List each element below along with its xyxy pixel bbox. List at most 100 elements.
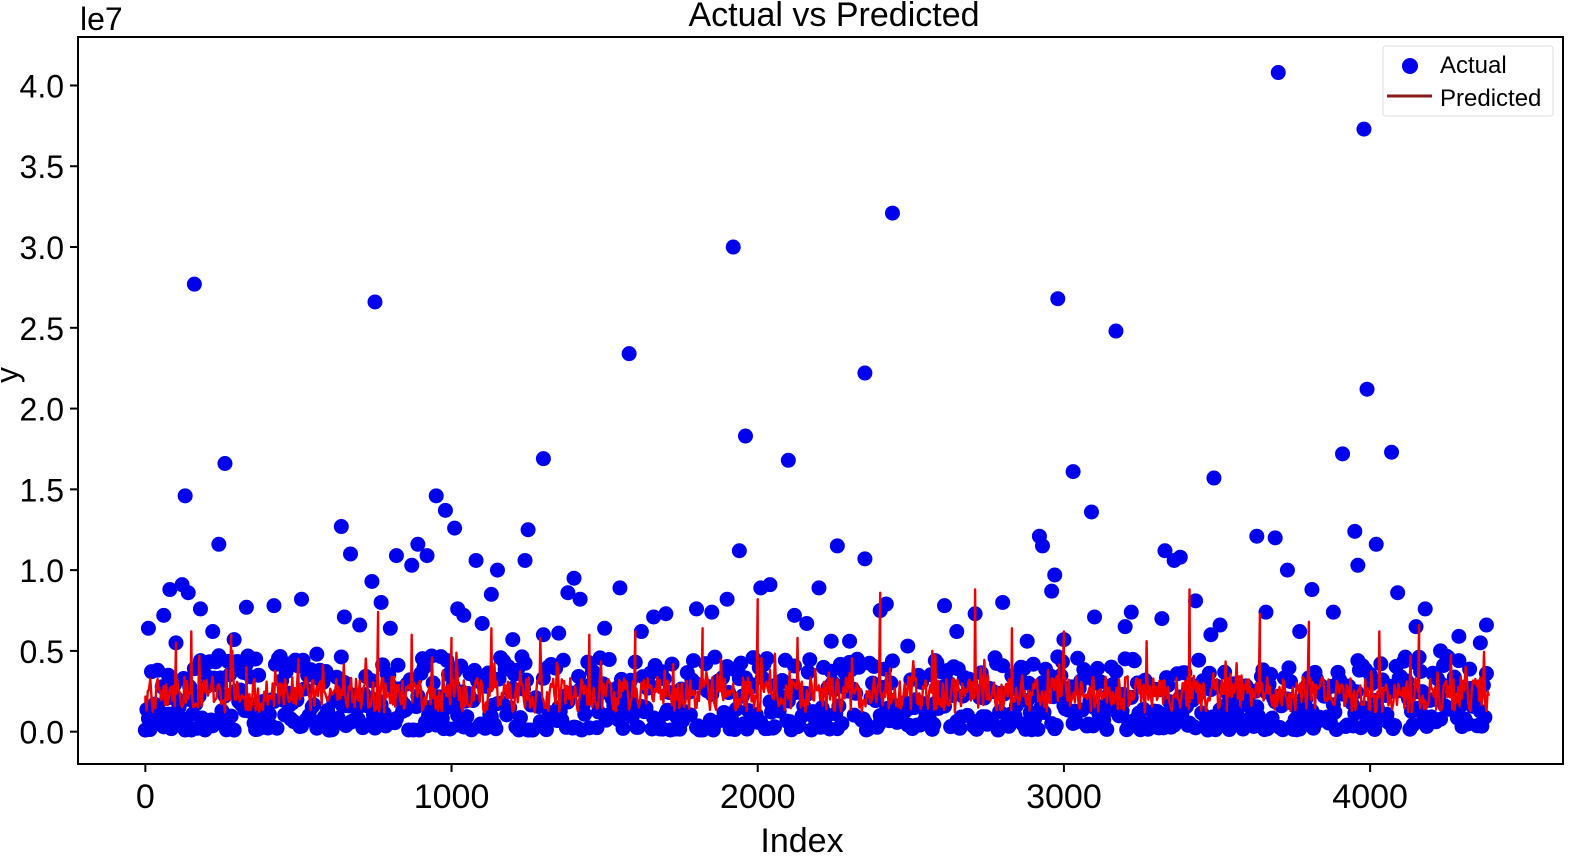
actual-point	[468, 552, 484, 568]
actual-point	[1083, 504, 1099, 520]
actual-point	[1065, 464, 1081, 480]
actual-point	[192, 601, 208, 617]
y-tick-label: 1.0	[20, 553, 64, 589]
actual-point	[682, 707, 698, 723]
actual-point	[759, 651, 775, 667]
axes-frame	[77, 36, 1564, 765]
actual-point	[352, 617, 368, 633]
actual-point	[281, 656, 297, 672]
actual-point	[601, 652, 617, 668]
legend-predicted-label: Predicted	[1440, 85, 1541, 112]
y-axis-multiplier: le7	[80, 1, 123, 37]
actual-point	[517, 552, 533, 568]
x-tick-label: 1000	[414, 778, 490, 816]
actual-point	[884, 653, 900, 669]
actual-point	[704, 604, 720, 620]
actual-point	[1263, 666, 1279, 682]
actual-point	[1108, 323, 1124, 339]
actual-point	[842, 633, 858, 649]
actual-point	[937, 598, 953, 614]
actual-point	[266, 598, 282, 614]
actual-point	[180, 585, 196, 601]
actual-point	[664, 656, 680, 672]
actual-point	[823, 633, 839, 649]
actual-point	[1417, 601, 1433, 617]
actual-point	[1188, 720, 1204, 736]
actual-point	[1172, 549, 1188, 565]
actual-point	[505, 632, 521, 648]
actual-point	[1212, 617, 1228, 633]
actual-point	[1477, 709, 1493, 725]
actual-point	[217, 456, 233, 472]
actual-point	[1451, 628, 1467, 644]
actual-point	[535, 451, 551, 467]
actual-point	[248, 651, 264, 667]
actual-point	[1157, 543, 1173, 559]
actual-point	[802, 652, 818, 668]
actual-point	[811, 580, 827, 596]
actual-point	[1030, 721, 1046, 737]
actual-point	[1478, 617, 1494, 633]
actual-point	[571, 668, 587, 684]
predicted-line	[144, 588, 1491, 714]
actual-point	[1347, 523, 1363, 539]
y-tick-label: 0.5	[20, 634, 64, 670]
actual-point	[1123, 604, 1139, 620]
actual-point	[926, 717, 942, 733]
actual-point	[294, 591, 310, 607]
actual-point	[535, 627, 551, 643]
actual-point	[1070, 650, 1086, 666]
x-tick-label: 0	[136, 778, 155, 816]
actual-point	[1099, 721, 1115, 737]
actual-point	[1087, 609, 1103, 625]
actual-point	[1188, 593, 1204, 609]
actual-point	[333, 519, 349, 535]
actual-point	[658, 606, 674, 622]
chart-title: Actual vs Predicted	[688, 0, 979, 34]
actual-point	[373, 594, 389, 610]
actual-point	[799, 615, 815, 631]
actual-point	[343, 546, 359, 562]
actual-point	[1387, 718, 1403, 734]
actual-point	[390, 657, 406, 673]
actual-point	[261, 706, 277, 722]
actual-point	[800, 664, 816, 680]
actual-point	[1451, 653, 1467, 669]
actual-point	[878, 596, 894, 612]
actual-point	[733, 655, 749, 671]
actual-point	[336, 609, 352, 625]
x-tick-label: 2000	[720, 778, 796, 816]
actual-point	[630, 719, 646, 735]
y-tick-label: 0.0	[20, 715, 64, 751]
actual-point	[725, 239, 741, 255]
actual-point	[633, 624, 649, 640]
actual-point	[615, 720, 631, 736]
actual-point	[223, 708, 239, 724]
actual-point	[1433, 711, 1449, 727]
actual-point	[1356, 121, 1372, 137]
actual-point	[995, 658, 1011, 674]
y-axis-label: y	[0, 367, 25, 383]
actual-point	[1126, 653, 1142, 669]
actual-point	[474, 615, 490, 631]
actual-point	[834, 716, 850, 732]
actual-point	[489, 562, 505, 578]
actual-point	[205, 624, 221, 640]
actual-point	[1203, 627, 1219, 643]
actual-point	[211, 536, 227, 552]
actual-point	[1117, 619, 1133, 635]
actual-point	[404, 557, 420, 573]
actual-point	[186, 276, 202, 292]
actual-point	[597, 620, 613, 636]
axes: 0 1000 2000 3000 4000 0.0 0.5 1.0 1.5 2.0 2.5 3.0 3.…	[20, 36, 1564, 816]
actual-point	[238, 599, 254, 615]
actual-point	[226, 722, 242, 738]
actual-point	[1206, 470, 1222, 486]
actual-point	[140, 620, 156, 636]
actual-point	[1279, 562, 1295, 578]
actual-point	[685, 653, 701, 669]
actual-point	[364, 573, 380, 589]
actual-point	[309, 646, 325, 662]
actual-point	[520, 522, 536, 538]
